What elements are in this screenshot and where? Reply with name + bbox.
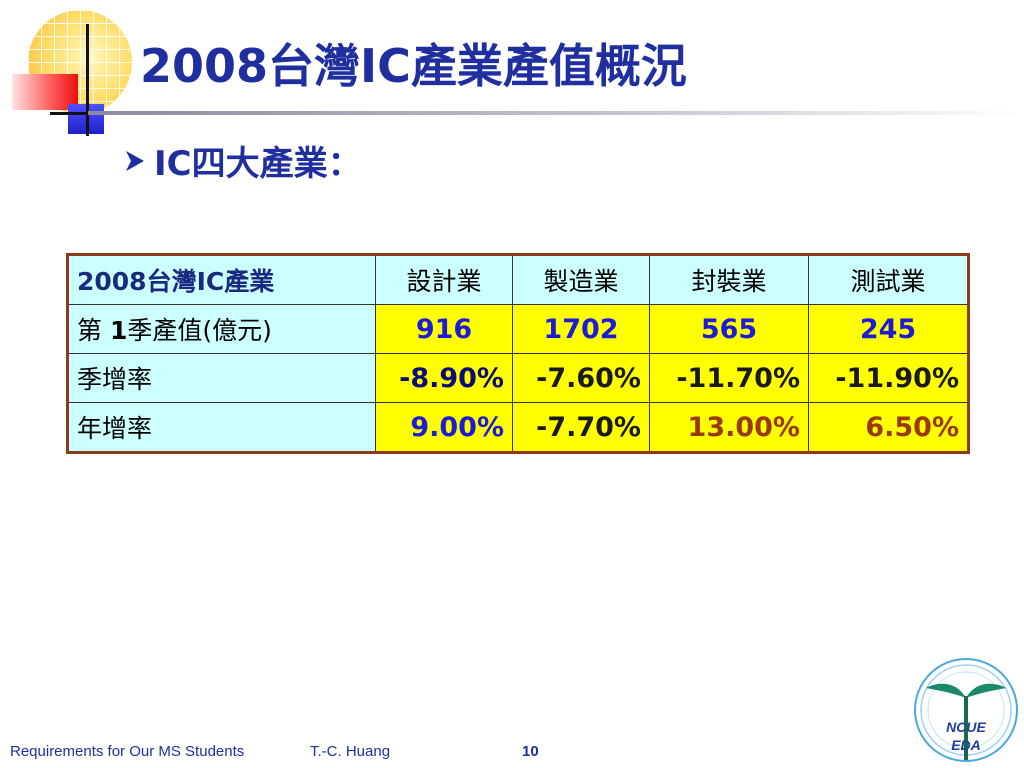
vertical-rule (86, 24, 89, 136)
footer-author: T.-C. Huang (310, 743, 391, 760)
cell-value: -11.70% (649, 353, 809, 403)
cell-value: -11.90% (808, 353, 969, 403)
table-corner-header: 2008台灣IC產業 (67, 254, 376, 305)
slide-title: 2008台灣IC產業產值概況 (140, 39, 687, 93)
arrow-right-icon (126, 150, 144, 171)
cell-value: 1702 (512, 304, 650, 354)
cell-value: 565 (649, 304, 809, 354)
table-row: 季增率 -8.90% -7.60% -11.70% -11.90% (67, 353, 969, 403)
header-decoration (0, 0, 150, 150)
cell-value: 13.00% (649, 402, 809, 453)
row-label-qoq-growth: 季增率 (67, 353, 376, 403)
footer-course: Requirements for Our MS Students (10, 743, 245, 760)
row-label-yoy-growth: 年增率 (67, 402, 376, 453)
table-row: 年增率 9.00% -7.70% 13.00% 6.50% (67, 402, 969, 453)
title-underline (88, 111, 1024, 115)
logo-text-eda: EDA (951, 737, 981, 753)
cell-value: 6.50% (808, 402, 969, 453)
header-testing: 測試業 (808, 254, 969, 305)
footer-page-number: 10 (522, 743, 539, 760)
cell-value: 916 (375, 304, 513, 354)
red-block-graphic (12, 74, 78, 110)
ic-industry-table: 2008台灣IC產業 設計業 製造業 封裝業 測試業 第 1季產值(億元) 91… (66, 253, 970, 454)
header-packaging: 封裝業 (649, 254, 809, 305)
table-header-row: 2008台灣IC產業 設計業 製造業 封裝業 測試業 (67, 254, 969, 305)
ncue-eda-logo: NCUE EDA (914, 658, 1018, 762)
logo-text-ncue: NCUE (946, 719, 986, 735)
cell-value: -7.70% (512, 402, 650, 453)
cell-value: -7.60% (512, 353, 650, 403)
row-label-q1-output: 第 1季產值(億元) (67, 304, 376, 354)
header-design: 設計業 (375, 254, 513, 305)
bullet-point: IC四大產業： (122, 136, 362, 185)
bullet-text: IC四大產業： (154, 144, 362, 184)
cell-value: 245 (808, 304, 969, 354)
header-manufacturing: 製造業 (512, 254, 650, 305)
table-row: 第 1季產值(億元) 916 1702 565 245 (67, 304, 969, 354)
cell-value: -8.90% (375, 353, 513, 403)
cell-value: 9.00% (375, 402, 513, 453)
